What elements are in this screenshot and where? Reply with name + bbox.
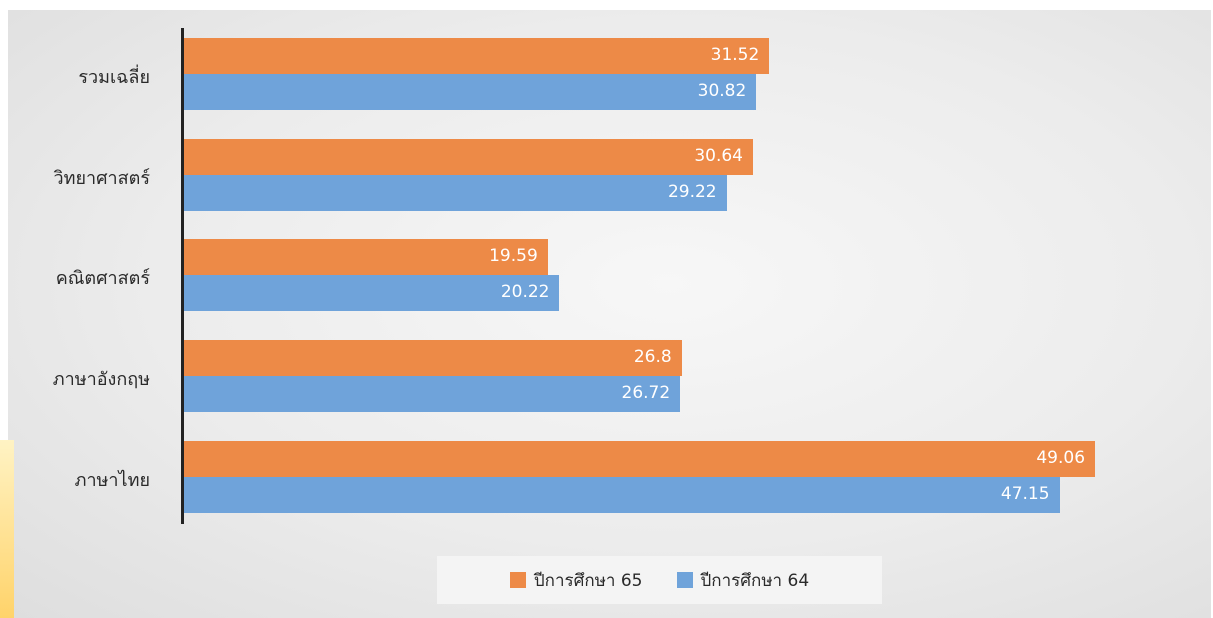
bar-series-1 bbox=[184, 440, 1096, 477]
bar-value-label: 20.22 bbox=[500, 282, 550, 303]
bar-series-1 bbox=[184, 38, 770, 74]
bar-value-label: 49.06 bbox=[1036, 447, 1086, 468]
bar-series-1 bbox=[184, 340, 682, 377]
bar-series-1 bbox=[184, 138, 753, 175]
category-label: วิทยาศาสตร์ bbox=[53, 167, 150, 189]
bar-value-label: 47.15 bbox=[1000, 483, 1050, 504]
bar-series-2 bbox=[184, 376, 681, 413]
legend-swatch-series-2 bbox=[676, 572, 693, 588]
category-label: คณิตศาสตร์ bbox=[55, 268, 150, 290]
legend-label-series-2: ปีการศึกษา 64 bbox=[700, 570, 810, 591]
bar-series-2 bbox=[184, 74, 757, 110]
bar-series-2 bbox=[184, 275, 560, 312]
bar-value-label: 26.8 bbox=[633, 347, 672, 368]
bar-value-label: 26.72 bbox=[621, 383, 671, 404]
legend-item-series-2: ปีการศึกษา 64 bbox=[676, 567, 810, 594]
bar-value-label: 31.52 bbox=[710, 45, 760, 65]
bar-series-2 bbox=[184, 476, 1060, 513]
decorative-accent bbox=[0, 440, 14, 618]
bar-value-label: 30.64 bbox=[694, 145, 743, 166]
chart-background bbox=[8, 10, 1211, 618]
bar-series-1 bbox=[184, 239, 548, 276]
category-label: ภาษาอังกฤษ bbox=[52, 369, 150, 391]
legend-swatch-series-1 bbox=[509, 572, 526, 588]
bar-series-2 bbox=[184, 174, 727, 211]
category-label: ภาษาไทย bbox=[74, 469, 150, 491]
category-axis-line bbox=[181, 28, 184, 524]
category-label: รวมเฉลี่ย bbox=[78, 67, 150, 88]
bar-value-label: 29.22 bbox=[667, 181, 717, 202]
legend: ปีการศึกษา 65 ปีการศึกษา 64 bbox=[437, 556, 882, 604]
bar-value-label: 30.82 bbox=[697, 81, 747, 101]
legend-label-series-1: ปีการศึกษา 65 bbox=[533, 570, 643, 591]
bar-value-label: 19.59 bbox=[489, 246, 538, 267]
legend-item-series-1: ปีการศึกษา 65 bbox=[509, 567, 643, 594]
